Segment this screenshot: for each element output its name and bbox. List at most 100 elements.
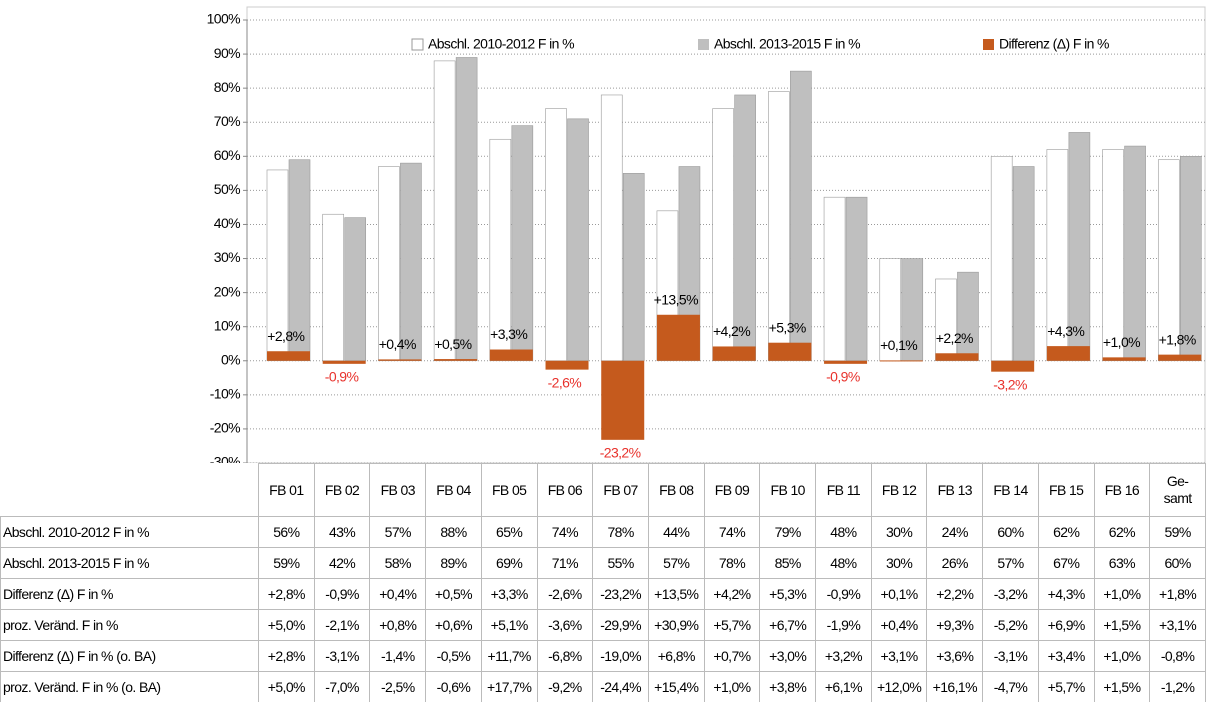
table-row: Differenz (Δ) F in % +2,8% -0,9% +0,4% +0,5%… [0, 578, 1206, 610]
data-label: +0,4% [379, 336, 416, 352]
table-cell: +3,1% [870, 640, 928, 672]
table-cell: +12,0% [870, 671, 928, 702]
table-cell: 63% [1093, 547, 1151, 579]
category-label: FB 07 [592, 463, 649, 517]
bar [823, 196, 846, 362]
table-cell: +1,0% [703, 671, 761, 702]
category-label: FB 15 [1037, 463, 1095, 517]
table-cell: -1,2% [1149, 671, 1206, 702]
table-cell: 42% [313, 547, 371, 579]
category-label: FB 03 [369, 463, 427, 517]
table-cell: 78% [592, 516, 649, 548]
legend-label: Differenz (Δ) F in % [999, 36, 1109, 52]
table-cell: -0,8% [1149, 640, 1206, 672]
table-cell: +13,5% [647, 578, 705, 610]
table-cell: 44% [647, 516, 705, 548]
table-cell: -3,6% [536, 609, 594, 641]
table-cell: +4,3% [1037, 578, 1095, 610]
y-tick-label: 10% [214, 317, 240, 333]
difference-bar [601, 360, 645, 440]
table-cell: +5,0% [258, 609, 315, 641]
category-label: FB 13 [926, 463, 984, 517]
y-tick-label: 50% [214, 181, 240, 197]
legend-swatch [698, 39, 709, 50]
difference-bar [434, 359, 478, 361]
data-label: +1,8% [1159, 331, 1196, 347]
table-cell: -2,5% [369, 671, 427, 702]
bar [600, 94, 623, 362]
table-cell: +5,7% [1037, 671, 1095, 702]
difference-bar [991, 360, 1035, 372]
category-label: FB 09 [703, 463, 761, 517]
table-cell: 58% [369, 547, 427, 579]
table-cell: -3,1% [982, 640, 1039, 672]
y-tick-label: 0% [221, 351, 240, 367]
difference-bar [824, 360, 868, 364]
table-cell: 57% [982, 547, 1039, 579]
table-cell: +2,8% [258, 578, 315, 610]
table-cell: +11,7% [480, 640, 538, 672]
difference-bar [712, 346, 756, 361]
difference-bar [768, 342, 812, 361]
table-cell: +3,1% [1149, 609, 1206, 641]
table-cell: +0,6% [425, 609, 482, 641]
table-cell: +0,5% [425, 578, 482, 610]
y-tick-label: -10% [210, 386, 240, 402]
y-tick-label: 90% [214, 45, 240, 61]
data-label: -0,9% [325, 369, 359, 385]
bar [790, 70, 812, 362]
table-cell: +0,4% [870, 609, 928, 641]
table-cell: -6,8% [536, 640, 594, 672]
table-cell: 55% [592, 547, 649, 579]
table-cell: -3,1% [313, 640, 371, 672]
y-tick-label: -20% [210, 420, 240, 436]
table-cell: -24,4% [592, 671, 649, 702]
table-cell: 59% [1149, 516, 1206, 548]
table-cell: +3,3% [480, 578, 538, 610]
table-row: proz. Veränd. F in % (o. BA) +5,0% -7,0% -2… [0, 671, 1206, 702]
row-label: Abschl. 2013-2015 F in % [0, 547, 259, 579]
table-cell: 89% [425, 547, 482, 579]
y-tick-label: 60% [214, 147, 240, 163]
table-cell: 62% [1037, 516, 1095, 548]
bar [622, 173, 645, 362]
table-cell: 65% [480, 516, 538, 548]
table-cell: 56% [258, 516, 315, 548]
table-cell: 30% [870, 516, 928, 548]
data-label: +2,8% [267, 328, 304, 344]
table-cell: +1,8% [1149, 578, 1206, 610]
table-cell: -3,2% [982, 578, 1039, 610]
legend-label: Abschl. 2013-2015 F in % [714, 36, 860, 52]
data-label: -0,9% [826, 369, 860, 385]
data-table: FB 01 FB 02 FB 03 FB 04 FB 05 FB 06 FB 07 FB 08… [0, 463, 1206, 702]
row-label: proz. Veränd. F in % (o. BA) [0, 671, 259, 702]
table-cell: +0,4% [369, 578, 427, 610]
table-cell: +0,7% [703, 640, 761, 672]
table-cell: 78% [703, 547, 761, 579]
table-cell: 60% [982, 516, 1039, 548]
table-cell: +0,8% [369, 609, 427, 641]
row-label: proz. Veränd. F in % [0, 609, 259, 641]
table-cell: +16,1% [926, 671, 984, 702]
table-cell: +3,0% [759, 640, 817, 672]
table-cell: 79% [759, 516, 817, 548]
data-label: +4,2% [713, 323, 750, 339]
table-cell: +6,9% [1037, 609, 1095, 641]
table-cell: 48% [815, 516, 872, 548]
difference-bar [322, 360, 366, 364]
legend-label: Abschl. 2010-2012 F in % [428, 36, 574, 52]
blank-cell [1, 464, 259, 517]
table-cell: +30,9% [647, 609, 705, 641]
table-row: Abschl. 2013-2015 F in % 59% 42% 58% 89% 69% 7… [0, 547, 1206, 579]
bar [545, 108, 567, 362]
data-label: -2,6% [548, 374, 582, 390]
category-label: FB 11 [815, 463, 872, 517]
table-cell: 74% [703, 516, 761, 548]
difference-bar [1102, 357, 1146, 361]
table-cell: 30% [870, 547, 928, 579]
difference-bar [656, 314, 700, 361]
bar [990, 156, 1013, 362]
bar [957, 271, 979, 362]
bar [935, 278, 957, 362]
table-cell: +17,7% [480, 671, 538, 702]
